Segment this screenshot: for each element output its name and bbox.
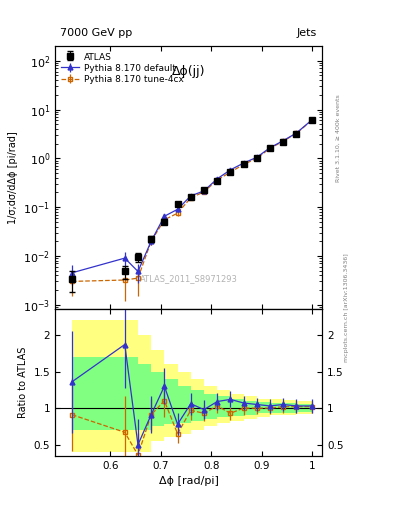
Y-axis label: Ratio to ATLAS: Ratio to ATLAS xyxy=(18,347,28,418)
Text: Rivet 3.1.10, ≥ 400k events: Rivet 3.1.10, ≥ 400k events xyxy=(336,94,341,182)
Y-axis label: 1/σ;dσ/dΔϕ [pi/rad]: 1/σ;dσ/dΔϕ [pi/rad] xyxy=(7,132,18,224)
Text: 7000 GeV pp: 7000 GeV pp xyxy=(61,28,132,38)
Text: Jets: Jets xyxy=(297,28,317,38)
Text: ATLAS_2011_S8971293: ATLAS_2011_S8971293 xyxy=(140,274,238,283)
X-axis label: Δϕ [rad/pi]: Δϕ [rad/pi] xyxy=(159,476,219,486)
Legend: ATLAS, Pythia 8.170 default, Pythia 8.170 tune-4cx: ATLAS, Pythia 8.170 default, Pythia 8.17… xyxy=(59,51,185,86)
Text: Δϕ(jj): Δϕ(jj) xyxy=(172,65,206,77)
Text: mcplots.cern.ch [arXiv:1306.3436]: mcplots.cern.ch [arXiv:1306.3436] xyxy=(344,253,349,361)
